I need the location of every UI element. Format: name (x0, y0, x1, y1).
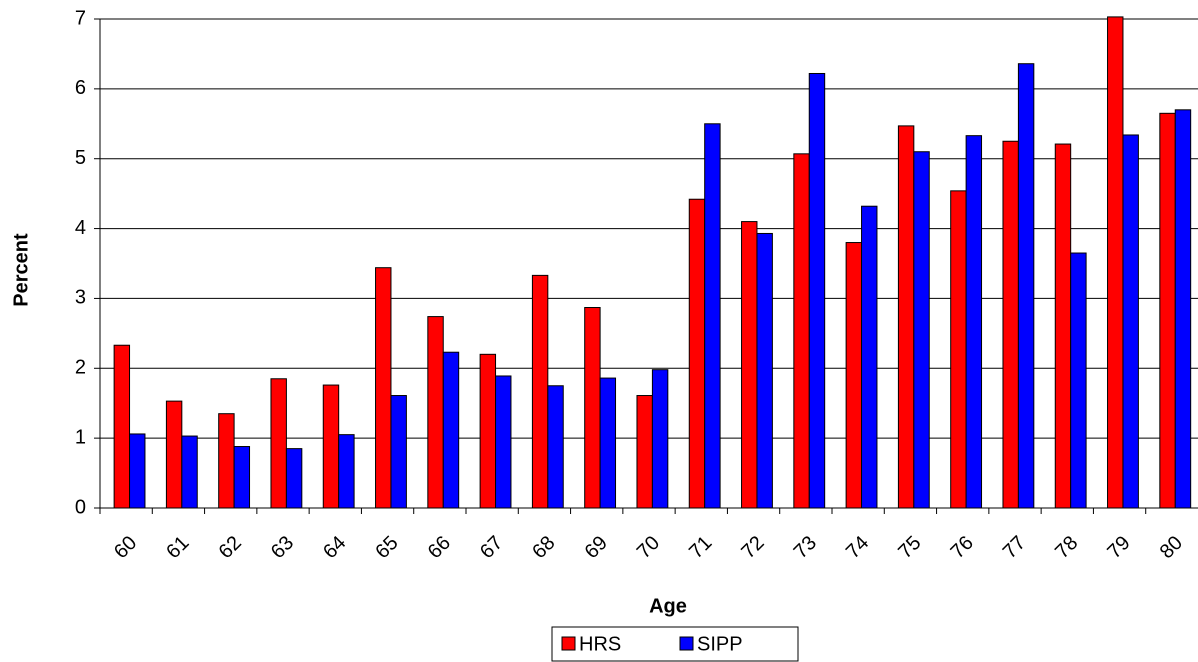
bar (1070, 252, 1087, 509)
bar (181, 435, 198, 509)
legend-swatch (679, 636, 694, 651)
bar (793, 153, 810, 509)
bar (756, 232, 773, 509)
bar (584, 307, 601, 509)
bar (322, 384, 340, 509)
x-tick-label: 67 (476, 532, 507, 563)
legend-swatch (561, 636, 576, 651)
bar (375, 267, 392, 509)
y-tick-label: 6 (75, 77, 86, 99)
bar (897, 125, 915, 509)
bar (427, 316, 444, 509)
bar (1174, 109, 1192, 509)
bar (1107, 16, 1124, 509)
x-tick-label: 80 (1156, 532, 1187, 563)
x-tick-label: 71 (685, 532, 716, 563)
bar (1002, 140, 1019, 509)
bar (390, 395, 407, 509)
y-tick-label: 1 (75, 426, 86, 448)
x-tick-label: 79 (1103, 532, 1134, 563)
bar (808, 72, 826, 509)
y-tick-label: 3 (75, 287, 86, 309)
x-tick-label: 75 (894, 532, 925, 563)
x-tick-label: 72 (737, 532, 768, 563)
bar (1122, 134, 1139, 509)
x-tick-label: 66 (424, 532, 455, 563)
legend-box (551, 626, 799, 662)
bar (1159, 112, 1176, 509)
bar (442, 351, 460, 509)
bar (531, 274, 549, 509)
y-tick-label: 7 (75, 7, 86, 29)
x-tick-label: 70 (633, 532, 664, 563)
x-tick-label: 68 (528, 532, 559, 563)
bar (129, 433, 146, 509)
bar (479, 353, 497, 509)
y-axis-label: Percent (10, 233, 32, 307)
x-axis-label: Age (649, 595, 687, 617)
bar (218, 413, 235, 509)
x-tick-label: 69 (581, 532, 612, 563)
bar (861, 205, 878, 509)
bar (547, 385, 564, 509)
y-tick-label: 4 (75, 217, 86, 239)
bar (270, 378, 287, 509)
x-tick-label: 74 (842, 532, 873, 563)
bar (965, 135, 983, 509)
y-tick-label: 5 (75, 147, 86, 169)
bar (599, 377, 617, 509)
legend-label: SIPP (697, 633, 743, 655)
x-tick-label: 61 (162, 532, 193, 563)
bar (636, 395, 653, 509)
bar (950, 190, 967, 509)
x-tick-label: 63 (267, 532, 298, 563)
bar (1017, 63, 1035, 509)
x-tick-label: 60 (110, 532, 141, 563)
x-tick-label: 62 (215, 532, 246, 563)
x-tick-label: 73 (790, 532, 821, 563)
bar (233, 446, 251, 509)
bar (113, 344, 131, 509)
bar (913, 151, 930, 509)
bar (741, 221, 758, 509)
bar (338, 434, 355, 509)
bar (845, 242, 863, 509)
legend-label: HRS (579, 633, 621, 655)
x-tick-label: 64 (319, 532, 350, 563)
x-tick-label: 77 (999, 532, 1030, 563)
bar (1054, 143, 1072, 509)
x-tick-label: 65 (371, 532, 402, 563)
bar (704, 123, 721, 509)
x-tick-label: 76 (947, 532, 978, 563)
bar (285, 448, 303, 509)
y-tick-label: 2 (75, 357, 86, 379)
bar (651, 369, 669, 509)
y-tick-label: 0 (75, 496, 86, 518)
bar (688, 198, 706, 509)
bar (495, 375, 512, 509)
bar (165, 400, 183, 509)
x-tick-label: 78 (1051, 532, 1082, 563)
